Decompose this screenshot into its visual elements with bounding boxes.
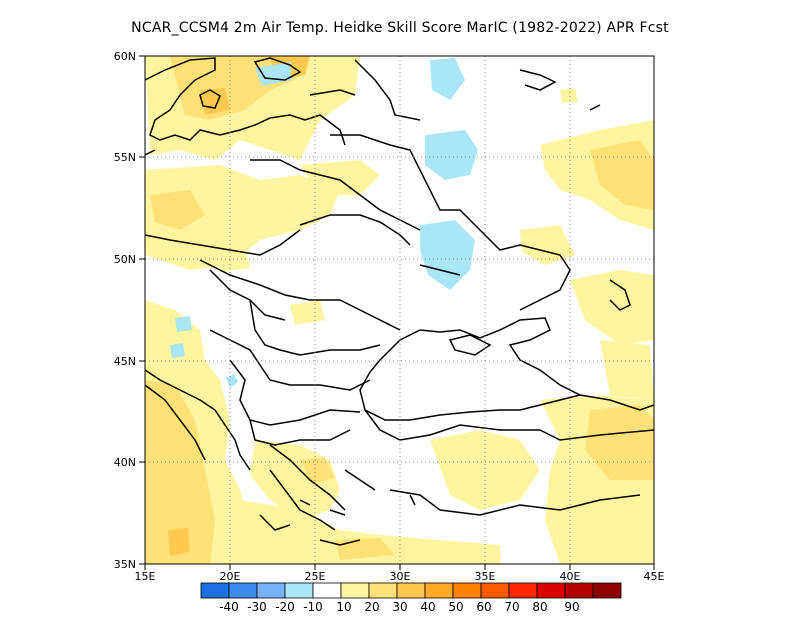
colorbar-label: 10 bbox=[336, 600, 351, 614]
grid-lines bbox=[145, 56, 654, 564]
colorbar-label: 80 bbox=[532, 600, 547, 614]
lon-tick-label: 25E bbox=[305, 570, 326, 583]
colorbar-label: 40 bbox=[420, 600, 435, 614]
lon-tick-label: 15E bbox=[135, 570, 156, 583]
map-title: NCAR_CCSM4 2m Air Temp. Heidke Skill Sco… bbox=[131, 20, 669, 36]
lat-tick-label: 60N bbox=[114, 50, 136, 63]
coastlines-borders bbox=[145, 57, 654, 546]
colorbar-swatch bbox=[396, 582, 426, 599]
colorbar-label: 30 bbox=[392, 600, 407, 614]
lon-tick-label: 20E bbox=[220, 570, 241, 583]
colorbar-swatch bbox=[536, 582, 566, 599]
colorbar-label: -10 bbox=[303, 600, 323, 614]
colorbar-label: 60 bbox=[476, 600, 491, 614]
colorbar-label: 90 bbox=[564, 600, 579, 614]
colorbar-label: 20 bbox=[364, 600, 379, 614]
lat-tick-label: 35N bbox=[114, 558, 136, 571]
colorbar-label: -20 bbox=[275, 600, 295, 614]
colorbar-swatch bbox=[256, 582, 286, 599]
lon-tick-label: 35E bbox=[475, 570, 496, 583]
lat-tick-label: 50N bbox=[114, 253, 136, 266]
lat-tick-label: 55N bbox=[114, 151, 136, 164]
colorbar-label: 70 bbox=[504, 600, 519, 614]
colorbar-swatch bbox=[284, 582, 314, 599]
colorbar-swatch bbox=[312, 582, 342, 599]
colorbar-swatch bbox=[228, 582, 258, 599]
colorbar-swatch bbox=[424, 582, 454, 599]
colorbar bbox=[200, 582, 622, 599]
colorbar-swatch bbox=[200, 582, 230, 599]
colorbar-swatch bbox=[480, 582, 510, 599]
colorbar-label: -40 bbox=[219, 600, 239, 614]
colorbar-swatch bbox=[592, 582, 622, 599]
lon-tick-label: 30E bbox=[390, 570, 411, 583]
lon-tick-label: 40E bbox=[560, 570, 581, 583]
lon-tick-labels: 15E 20E 25E 30E 35E 40E 45E bbox=[135, 570, 665, 583]
tick-marks bbox=[139, 55, 655, 570]
colorbar-labels: -40 -30 -20 -10 10 20 30 40 50 60 70 80 … bbox=[219, 600, 579, 614]
colorbar-swatch bbox=[508, 582, 538, 599]
colorbar-swatch bbox=[340, 582, 370, 599]
lon-tick-label: 45E bbox=[644, 570, 665, 583]
lat-tick-label: 45N bbox=[114, 355, 136, 368]
lat-tick-label: 40N bbox=[114, 456, 136, 469]
lat-tick-labels: 35N 40N 45N 50N 55N 60N bbox=[114, 50, 136, 571]
colorbar-swatch bbox=[564, 582, 594, 599]
colorbar-swatch bbox=[452, 582, 482, 599]
colorbar-label: 50 bbox=[448, 600, 463, 614]
colorbar-label: -30 bbox=[247, 600, 267, 614]
colorbar-swatch bbox=[368, 582, 398, 599]
